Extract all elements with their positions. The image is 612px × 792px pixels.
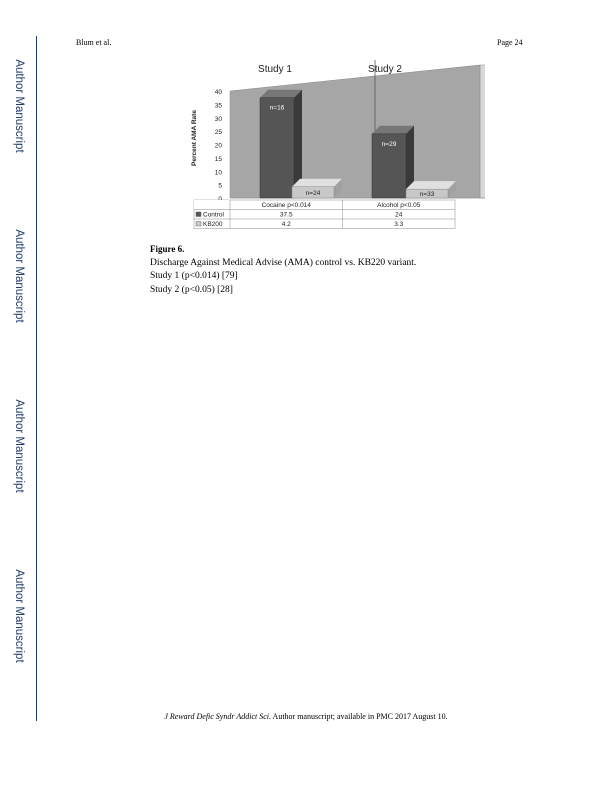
bar-side bbox=[406, 125, 414, 198]
caption-study-2: Study 2 (p<0.05) [28] bbox=[150, 284, 233, 295]
bar-kb200 bbox=[405, 188, 449, 199]
bar-top bbox=[260, 89, 302, 98]
bar-kb200 bbox=[291, 186, 335, 199]
caption-study-1: Study 1 (p<0.014) [79] bbox=[150, 271, 238, 281]
figure-caption: Figure 6. Discharge Against Medical Advi… bbox=[150, 243, 416, 297]
page-footer: J Reward Defic Syndr Addict Sci. Author … bbox=[0, 712, 612, 721]
legend-label: Control bbox=[203, 212, 225, 219]
journal-name: J Reward Defic Syndr Addict Sci bbox=[164, 712, 269, 721]
sidebar-label: Author Manuscript bbox=[13, 229, 25, 323]
data-table-corner bbox=[194, 200, 230, 210]
caption-text: Discharge Against Medical Advise (AMA) c… bbox=[150, 257, 417, 268]
bar-side bbox=[294, 89, 302, 198]
bar-control bbox=[371, 133, 407, 199]
running-header-authors: Blum et al. bbox=[76, 38, 112, 47]
x-category-label: Cocaine p<0.014 bbox=[262, 202, 312, 209]
data-table-cell: 24 bbox=[395, 212, 403, 219]
panel-title: Study 2 bbox=[368, 64, 402, 75]
bar-top bbox=[372, 125, 414, 134]
y-tick-label: 40 bbox=[215, 89, 223, 96]
y-tick-label: 10 bbox=[215, 169, 223, 176]
sidebar-label: Author Manuscript bbox=[13, 569, 25, 663]
legend-swatch bbox=[195, 221, 202, 227]
y-tick-label: 30 bbox=[215, 116, 223, 123]
author-manuscript-sidebar: Author Manuscript Author Manuscript Auth… bbox=[0, 0, 38, 792]
x-category-label: Alcohol p<0.05 bbox=[377, 202, 421, 209]
legend-swatch bbox=[195, 211, 202, 217]
y-tick-label: 20 bbox=[215, 143, 223, 150]
y-tick-label: 15 bbox=[215, 156, 223, 163]
sidebar-divider bbox=[36, 36, 37, 721]
sidebar-label: Author Manuscript bbox=[13, 399, 25, 493]
y-tick-label: 5 bbox=[218, 183, 222, 190]
bar-n-label: n=33 bbox=[420, 191, 435, 198]
y-tick-label: 0 bbox=[218, 196, 222, 203]
bar-top bbox=[292, 178, 342, 187]
bar-control bbox=[259, 97, 295, 199]
bar-side bbox=[334, 178, 342, 198]
y-tick-label: 25 bbox=[215, 129, 223, 136]
data-table-cell: 37.5 bbox=[280, 212, 293, 219]
figure-label: Figure 6. bbox=[150, 244, 185, 254]
data-table-cell: 4.2 bbox=[282, 221, 291, 228]
footer-availability: . Author manuscript; available in PMC 20… bbox=[268, 712, 448, 721]
bar-top bbox=[406, 181, 456, 190]
bar-n-label: n=16 bbox=[270, 105, 285, 112]
sidebar-label: Author Manuscript bbox=[13, 59, 25, 153]
panel-title: Study 1 bbox=[258, 64, 292, 75]
bar-side bbox=[448, 181, 456, 198]
ama-rate-chart: Study 1 Study 2 0 5 10 15 20 25 30 35 40 Percent AM… bbox=[191, 60, 485, 229]
page-number: Page 24 bbox=[497, 38, 523, 47]
y-axis-label: Percent AMA Rate bbox=[191, 110, 198, 166]
bar-n-label: n=24 bbox=[306, 190, 321, 197]
bar-n-label: n=29 bbox=[382, 141, 397, 148]
data-table-cell: 3.3 bbox=[394, 221, 403, 228]
y-tick-label: 35 bbox=[215, 102, 223, 109]
legend-label: KB200 bbox=[203, 221, 223, 228]
data-table-frame bbox=[193, 199, 456, 229]
chart-back-wall bbox=[479, 64, 485, 199]
